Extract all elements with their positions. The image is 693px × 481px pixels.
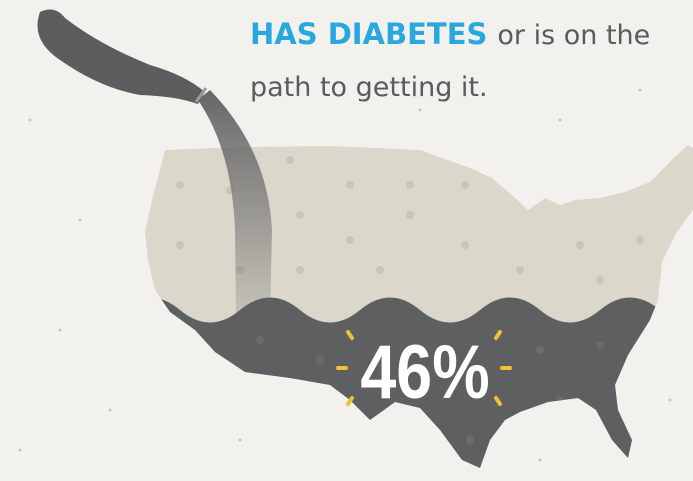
headline-highlight: HAS DIABETES <box>250 17 487 51</box>
speckles <box>18 88 672 462</box>
bottle <box>37 9 205 104</box>
headline-rest: or is on the <box>497 20 650 51</box>
headline-line1: HAS DIABETES or is on the <box>250 17 650 51</box>
pour-stream <box>198 90 272 320</box>
stat-value: 46% <box>360 329 489 414</box>
stat-rays <box>336 330 512 406</box>
headline-line2: path to getting it. <box>250 72 488 103</box>
bottle-ring <box>194 87 208 103</box>
